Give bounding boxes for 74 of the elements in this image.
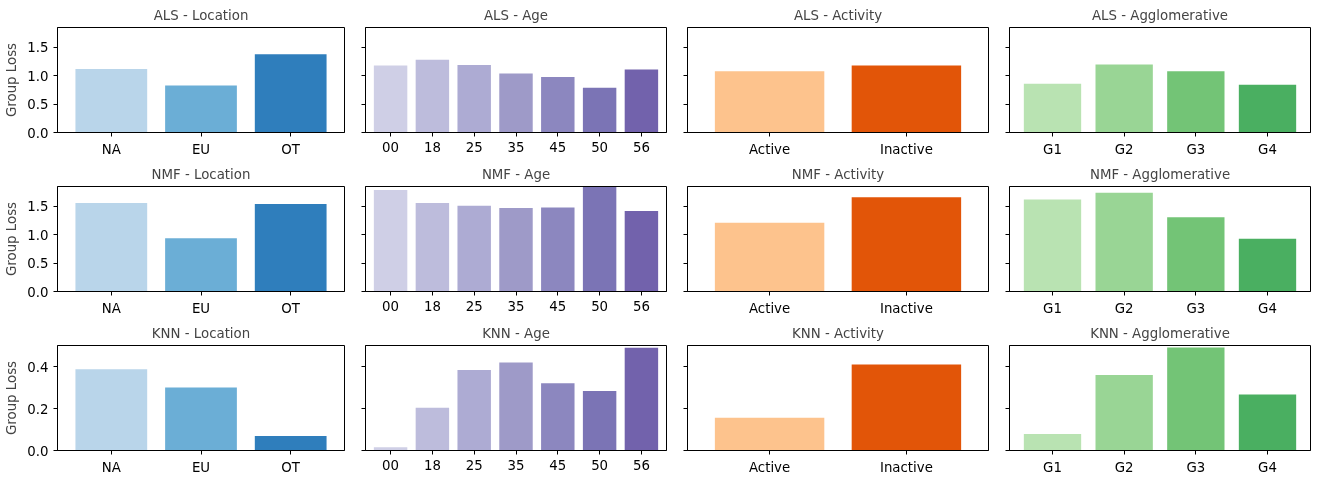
chart-title: KNN - Age <box>482 325 550 341</box>
x-tick-label: 18 <box>423 139 441 155</box>
y-tick-label: 1.0 <box>27 227 49 243</box>
chart-title: KNN - Agglomerative <box>1090 325 1230 341</box>
x-tick-label: 50 <box>591 139 609 155</box>
y-tick-label: 0.4 <box>27 359 49 375</box>
x-tick-label: 45 <box>549 139 567 155</box>
x-tick-label: G3 <box>1186 141 1206 157</box>
x-tick-label: OT <box>281 459 301 475</box>
y-tick-label: 1.5 <box>27 40 49 56</box>
x-tick-label: 25 <box>465 298 483 314</box>
y-tick-label: 0.2 <box>27 401 49 417</box>
chart-title: ALS - Location <box>153 7 249 23</box>
y-tick-label: 0.0 <box>27 443 49 459</box>
x-tick-label: 35 <box>507 139 525 155</box>
x-tick-label: 35 <box>507 298 525 314</box>
x-tick-label: 56 <box>632 457 650 473</box>
y-axis-title: Group Loss <box>4 360 20 436</box>
x-tick-label: 45 <box>549 457 567 473</box>
x-tick-label: G3 <box>1186 300 1206 316</box>
y-tick-label: 0.5 <box>27 256 49 272</box>
x-tick-label: 56 <box>632 298 650 314</box>
x-tick-label: EU <box>191 459 211 475</box>
x-tick-label: 45 <box>549 298 567 314</box>
x-tick-label: G2 <box>1114 141 1134 157</box>
x-tick-label: 50 <box>591 298 609 314</box>
x-tick-label: Active <box>748 300 791 316</box>
x-tick-label: 18 <box>423 298 441 314</box>
x-tick-label: 00 <box>382 298 400 314</box>
x-tick-label: 50 <box>591 457 609 473</box>
x-tick-label: 25 <box>465 457 483 473</box>
x-tick-label: EU <box>191 141 211 157</box>
x-tick-label: 00 <box>382 139 400 155</box>
x-tick-label: Inactive <box>879 459 933 475</box>
x-tick-label: G1 <box>1043 459 1062 475</box>
y-tick-label: 0.0 <box>27 125 49 141</box>
x-tick-label: Inactive <box>879 300 933 316</box>
x-tick-label: G2 <box>1114 300 1134 316</box>
y-tick-label: 1.5 <box>27 199 49 215</box>
chart-title: NMF - Age <box>481 166 551 182</box>
y-tick-label: 0.5 <box>27 97 49 113</box>
x-tick-label: NA <box>101 459 121 475</box>
x-tick-label: OT <box>281 300 301 316</box>
chart-title: KNN - Activity <box>792 325 885 341</box>
x-tick-label: G4 <box>1258 459 1277 475</box>
y-tick-label: 0.0 <box>27 284 49 300</box>
x-tick-label: G3 <box>1186 459 1206 475</box>
x-tick-label: Active <box>748 141 791 157</box>
x-tick-label: Active <box>748 459 791 475</box>
chart-title: ALS - Age <box>483 7 549 23</box>
x-tick-label: NA <box>101 141 121 157</box>
chart-title: NMF - Location <box>151 166 251 182</box>
x-tick-label: EU <box>191 300 211 316</box>
x-tick-label: G4 <box>1258 141 1277 157</box>
x-tick-label: 35 <box>507 457 525 473</box>
chart-title: NMF - Agglomerative <box>1089 166 1231 182</box>
x-tick-label: 25 <box>465 139 483 155</box>
chart-title: NMF - Activity <box>791 166 885 182</box>
x-tick-label: 18 <box>423 457 441 473</box>
x-tick-label: G2 <box>1114 459 1134 475</box>
x-tick-label: G4 <box>1258 300 1277 316</box>
x-tick-label: Inactive <box>879 141 933 157</box>
x-tick-label: OT <box>281 141 301 157</box>
x-tick-label: G1 <box>1043 141 1062 157</box>
y-axis-title: Group Loss <box>4 42 20 118</box>
chart-title: KNN - Location <box>151 325 251 341</box>
chart-title: ALS - Activity <box>793 7 883 23</box>
y-tick-label: 1.0 <box>27 68 49 84</box>
x-tick-label: G1 <box>1043 300 1062 316</box>
chart-title: ALS - Agglomerative <box>1091 7 1229 23</box>
x-tick-label: 00 <box>382 457 400 473</box>
y-axis-title: Group Loss <box>4 201 20 277</box>
x-tick-label: 56 <box>632 139 650 155</box>
x-tick-label: NA <box>101 300 121 316</box>
